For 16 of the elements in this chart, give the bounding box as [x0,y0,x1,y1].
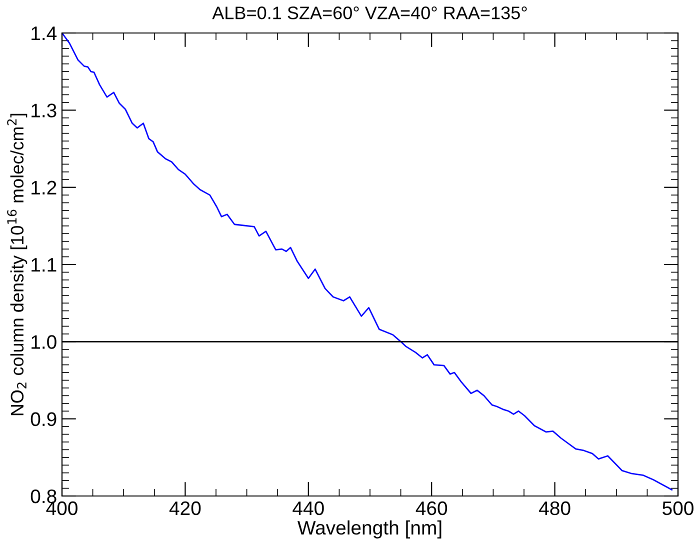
y-tick-label: 0.8 [30,489,56,504]
x-tick-label: 440 [292,501,324,516]
y-tick-label: 1.1 [32,258,56,272]
y-axis-title: NO$_{2}$ column density [10$^{16}$ molec/cm$^{2}$] [7,114,28,416]
x-tick-label: 400 [46,501,78,516]
y-tick-label: 1.0 [32,335,56,349]
y-tick-label: 1.2 [32,180,56,194]
x-tick-label: 500 [662,501,694,516]
x-tick-label: 480 [539,501,570,516]
y-tick-label: 1.3 [32,104,56,118]
chart-title: ALB=0.1 SZA=60° VZA=40° RAA=135° [212,6,527,20]
y-tick-label: 1.4 [32,26,57,40]
x-tick-label: 460 [416,501,448,516]
y-tick-label: 0.9 [30,412,56,426]
x-tick-label: 420 [169,501,201,516]
x-axis-title: Wavelength [nm] [298,520,442,538]
